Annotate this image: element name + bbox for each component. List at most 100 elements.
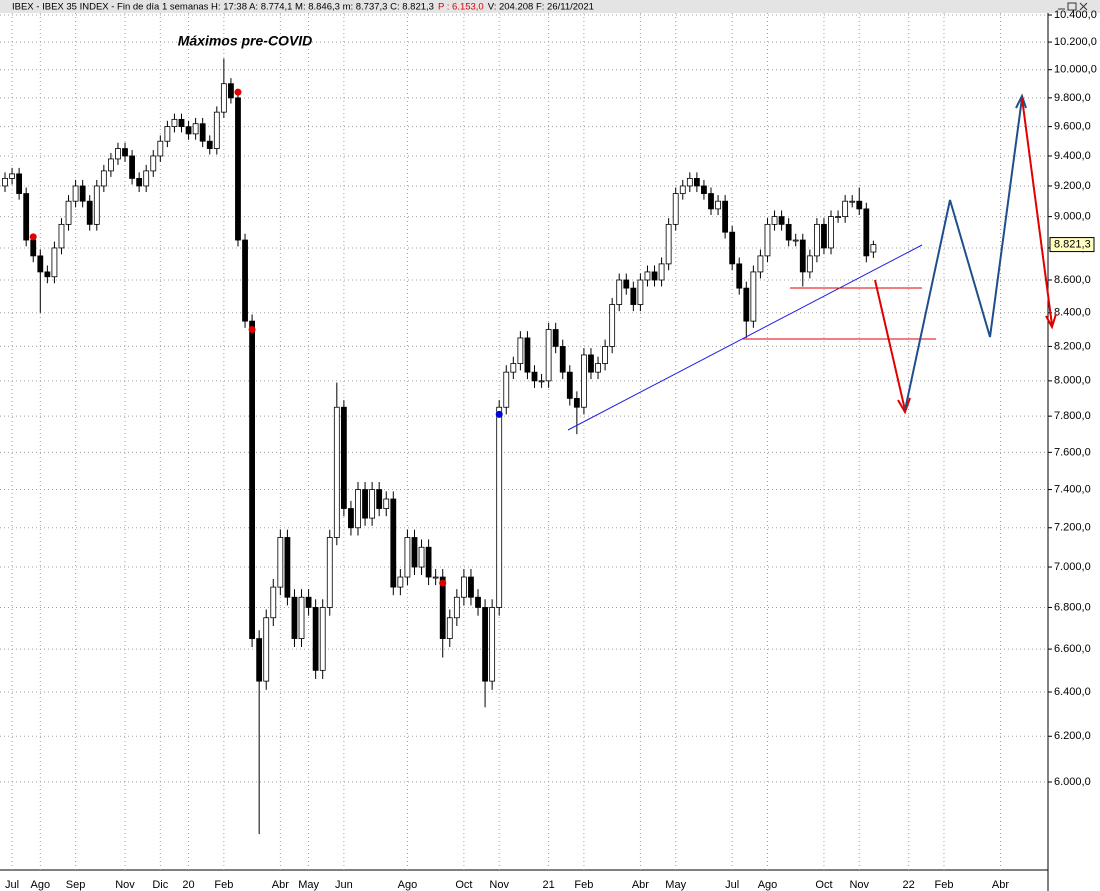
x-tick-label: Nov: [489, 879, 509, 891]
y-tick-label: 9.000,0: [1054, 211, 1091, 223]
candle-body: [157, 140, 164, 157]
x-tick-label: Feb: [574, 879, 593, 891]
x-tick-label: 20: [182, 879, 194, 891]
candle-body: [44, 271, 51, 278]
candle-body: [842, 200, 849, 218]
candle-body: [213, 111, 220, 149]
annotation: Máximos pre-COVID: [178, 33, 313, 49]
x-tick-label: Abr: [632, 879, 649, 891]
candle-body: [284, 537, 291, 598]
header-rest: V: 204.208 F: 26/11/2021: [488, 2, 594, 13]
candle-body: [9, 173, 15, 179]
x-tick-label: 21: [542, 879, 554, 891]
candle-body: [595, 363, 601, 373]
candle-body: [771, 216, 778, 225]
candle-body: [397, 576, 404, 588]
candle-body: [715, 200, 721, 210]
y-tick-label: 8.400,0: [1054, 307, 1091, 319]
y-tick-label: 7.400,0: [1054, 483, 1091, 495]
candle-body: [291, 596, 298, 639]
y-tick-label: 9.200,0: [1054, 180, 1091, 192]
y-tick-label: 10.000,0: [1054, 64, 1097, 76]
candle-body: [503, 371, 510, 408]
candle-body: [729, 231, 736, 265]
candle-body: [425, 546, 432, 578]
y-tick-label: 6.000,0: [1054, 776, 1091, 788]
x-tick-label: Abr: [272, 879, 289, 891]
candle-body: [390, 498, 397, 588]
candle-body: [814, 223, 820, 257]
candle-body: [482, 607, 488, 682]
candle-body: [616, 279, 623, 305]
y-tick-label: 7.200,0: [1054, 522, 1091, 534]
candle-body: [108, 158, 114, 172]
candle-body: [171, 118, 178, 128]
candle-body: [559, 346, 566, 373]
y-tick-label: 8.000,0: [1054, 375, 1091, 387]
candle-body: [340, 406, 347, 509]
candle-body: [65, 200, 72, 225]
signal-dot: [248, 326, 256, 334]
candle-body: [510, 363, 517, 373]
candle-body: [312, 607, 319, 671]
candle-body: [679, 185, 686, 194]
x-tick-label: Oct: [455, 879, 472, 891]
y-tick-label: 9.600,0: [1054, 121, 1091, 133]
signal-dot: [234, 88, 242, 96]
y-tick-label: 7.000,0: [1054, 561, 1091, 573]
candle-body: [411, 537, 418, 568]
candle-body: [100, 170, 107, 187]
candle-body: [630, 287, 637, 305]
last-price-box: [1049, 237, 1095, 253]
candle-body: [164, 126, 171, 142]
candle-body: [863, 208, 870, 257]
candle-body: [552, 329, 559, 347]
y-tick-label: 6.400,0: [1054, 686, 1091, 698]
candle-body: [475, 596, 481, 608]
candle-body: [637, 279, 644, 305]
x-tick-label: Ago: [758, 879, 778, 891]
candle-body: [496, 406, 503, 608]
x-tick-label: Feb: [934, 879, 953, 891]
candle-body: [489, 607, 496, 682]
candle-body: [566, 371, 573, 399]
x-tick-label: Ago: [398, 879, 418, 891]
candle-body: [531, 371, 538, 382]
y-tick-label: 8.600,0: [1054, 274, 1091, 286]
candle-body: [693, 177, 700, 187]
candle-body: [93, 185, 100, 225]
candle-body: [651, 271, 658, 281]
candle-body: [453, 596, 460, 619]
window-buttons[interactable]: [1058, 2, 1088, 11]
candle-body: [658, 263, 665, 281]
candle-body: [750, 271, 757, 322]
signal-dot: [29, 233, 37, 241]
candle-body: [86, 200, 93, 225]
candle-body: [362, 489, 368, 519]
candle-body: [644, 271, 651, 281]
candle-body: [545, 329, 552, 382]
x-tick-label: 22: [903, 879, 915, 891]
y-tick-label: 9.400,0: [1054, 150, 1091, 162]
x-tick-label: Feb: [214, 879, 233, 891]
candle-body: [376, 489, 383, 509]
candle-body: [602, 346, 608, 364]
candle-body: [319, 607, 326, 671]
candle-body: [708, 193, 714, 210]
candle-body: [298, 596, 305, 639]
candle-body: [828, 216, 834, 249]
candle-body: [686, 177, 693, 187]
candle-body: [129, 155, 135, 179]
candle-body: [432, 576, 439, 579]
candle-body: [333, 406, 340, 538]
candle-body: [150, 155, 157, 172]
candle-body: [192, 123, 199, 135]
x-tick-label: Abr: [992, 879, 1009, 891]
y-tick-label: 7.600,0: [1054, 446, 1091, 458]
y-tick-label: 6.800,0: [1054, 601, 1091, 613]
x-tick-label: May: [665, 879, 686, 891]
candle-body: [799, 239, 806, 273]
candle-body: [220, 83, 227, 113]
candle-body: [235, 97, 241, 241]
